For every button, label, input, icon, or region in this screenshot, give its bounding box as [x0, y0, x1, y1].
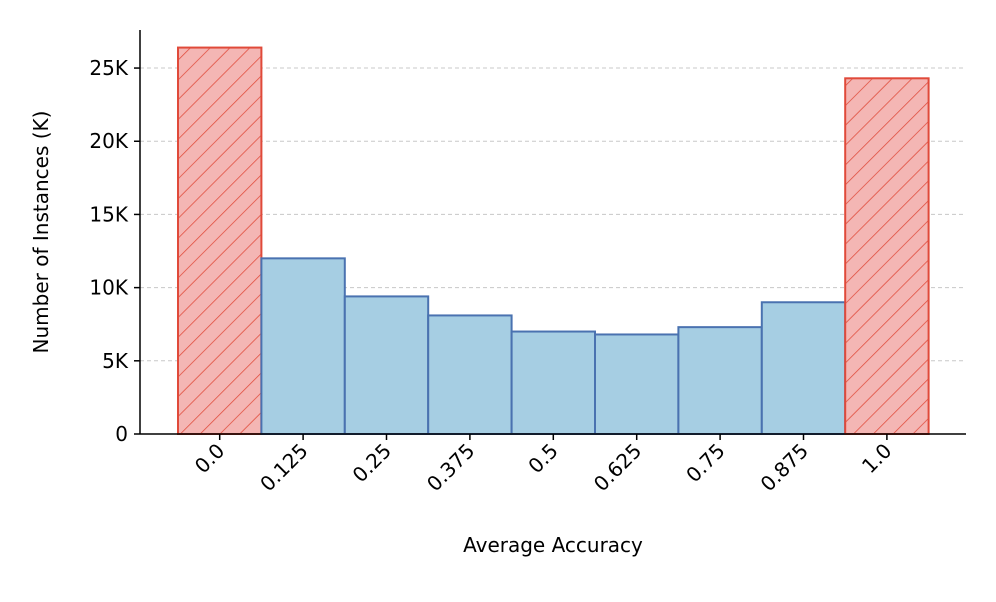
bars [177, 46, 930, 436]
bar [510, 330, 597, 435]
y-tick-label: 15K [89, 202, 128, 226]
x-tick-label: 0.375 [422, 439, 479, 496]
y-tick-label: 25K [89, 56, 128, 80]
x-tick-label: 0.25 [348, 439, 396, 487]
x-tick-label: 0.125 [255, 439, 312, 496]
x-tick-label: 0.875 [756, 439, 813, 496]
x-tick-label: 0.75 [681, 439, 729, 487]
x-tick-label: 1.0 [857, 439, 896, 478]
bar [427, 314, 513, 435]
x-tick-label: 0.5 [523, 439, 562, 478]
bar [594, 333, 680, 436]
bar [677, 326, 763, 435]
y-axis-label: Number of Instances (K) [29, 111, 53, 354]
x-tick-label: 0.625 [589, 439, 646, 496]
bar [760, 301, 847, 435]
bar-hatch [178, 47, 262, 434]
bar [343, 295, 430, 435]
bar [260, 257, 346, 436]
bar-hatch [845, 78, 929, 434]
y-tick-label: 20K [89, 129, 128, 153]
x-tick-label: 0.0 [190, 439, 229, 478]
y-tick-label: 0 [115, 422, 128, 446]
y-tick-label: 5K [102, 349, 129, 373]
x-axis-label: Average Accuracy [463, 533, 643, 557]
y-tick-label: 10K [89, 276, 128, 300]
